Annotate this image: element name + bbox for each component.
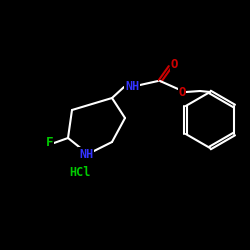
Text: F: F (46, 136, 54, 149)
Text: HCl: HCl (69, 166, 91, 178)
Text: NH: NH (79, 148, 93, 160)
Text: O: O (170, 58, 178, 70)
Text: O: O (178, 86, 186, 98)
Text: NH: NH (125, 80, 139, 92)
